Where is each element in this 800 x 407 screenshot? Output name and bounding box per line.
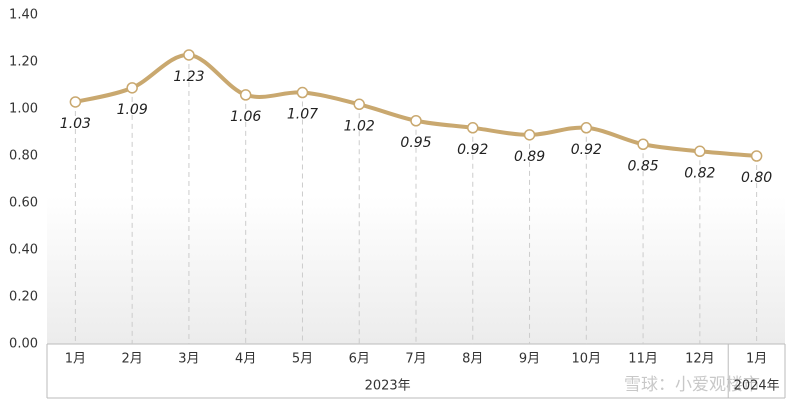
y-tick-label: 0.20 [9,290,38,305]
x-tick-label: 7月 [405,352,426,367]
y-tick-label: 0.80 [9,149,38,164]
y-tick-label: 0.00 [9,337,38,352]
point [580,122,593,134]
value-label: 1.09 [117,102,148,118]
point [126,82,138,94]
value-label: 0.80 [741,170,772,186]
x-tick-label: 6月 [349,352,370,367]
x-tick-label: 5月 [292,352,313,367]
point [750,150,763,162]
x-tick-label: 12月 [685,352,715,367]
x-tick-label: 4月 [235,352,256,367]
value-label: 1.07 [287,107,318,123]
point [410,115,422,127]
value-label: 0.85 [627,158,658,174]
y-tick-label: 1.40 [9,8,38,23]
watermark: 雪球：小爱观楼市 [624,375,760,395]
value-label: 0.92 [457,142,488,158]
x-tick-label: 8月 [462,352,483,367]
y-tick-label: 0.60 [9,196,38,211]
x-tick-label: 1月 [746,352,767,367]
y-tick-label: 1.20 [9,55,38,70]
x-tick-label: 2月 [122,352,143,367]
point [353,98,365,111]
point [694,145,706,158]
x-tick-label: 11月 [628,352,658,367]
point [69,96,82,108]
value-label: 0.92 [571,142,602,158]
point [467,122,479,134]
point [523,129,536,141]
x-tick-label: 10月 [572,352,602,367]
x-tick-label: 3月 [178,352,199,367]
x-tick-label: 1月 [65,352,86,367]
point [183,49,195,61]
y-tick-label: 1.00 [9,102,38,117]
value-label: 0.89 [514,149,545,165]
x-tick-label: 9月 [519,352,540,367]
value-label: 0.82 [684,165,715,181]
point [296,86,309,99]
value-label: 0.95 [400,135,431,151]
y-tick-label: 0.40 [9,243,38,258]
value-label: 1.02 [344,118,375,134]
value-label: 1.06 [230,109,261,125]
value-label: 1.03 [60,116,91,132]
value-label: 1.23 [173,69,204,85]
group-label: 2024年 [734,379,780,394]
point [637,138,649,150]
point [239,89,252,101]
group-label: 2023年 [365,379,411,394]
